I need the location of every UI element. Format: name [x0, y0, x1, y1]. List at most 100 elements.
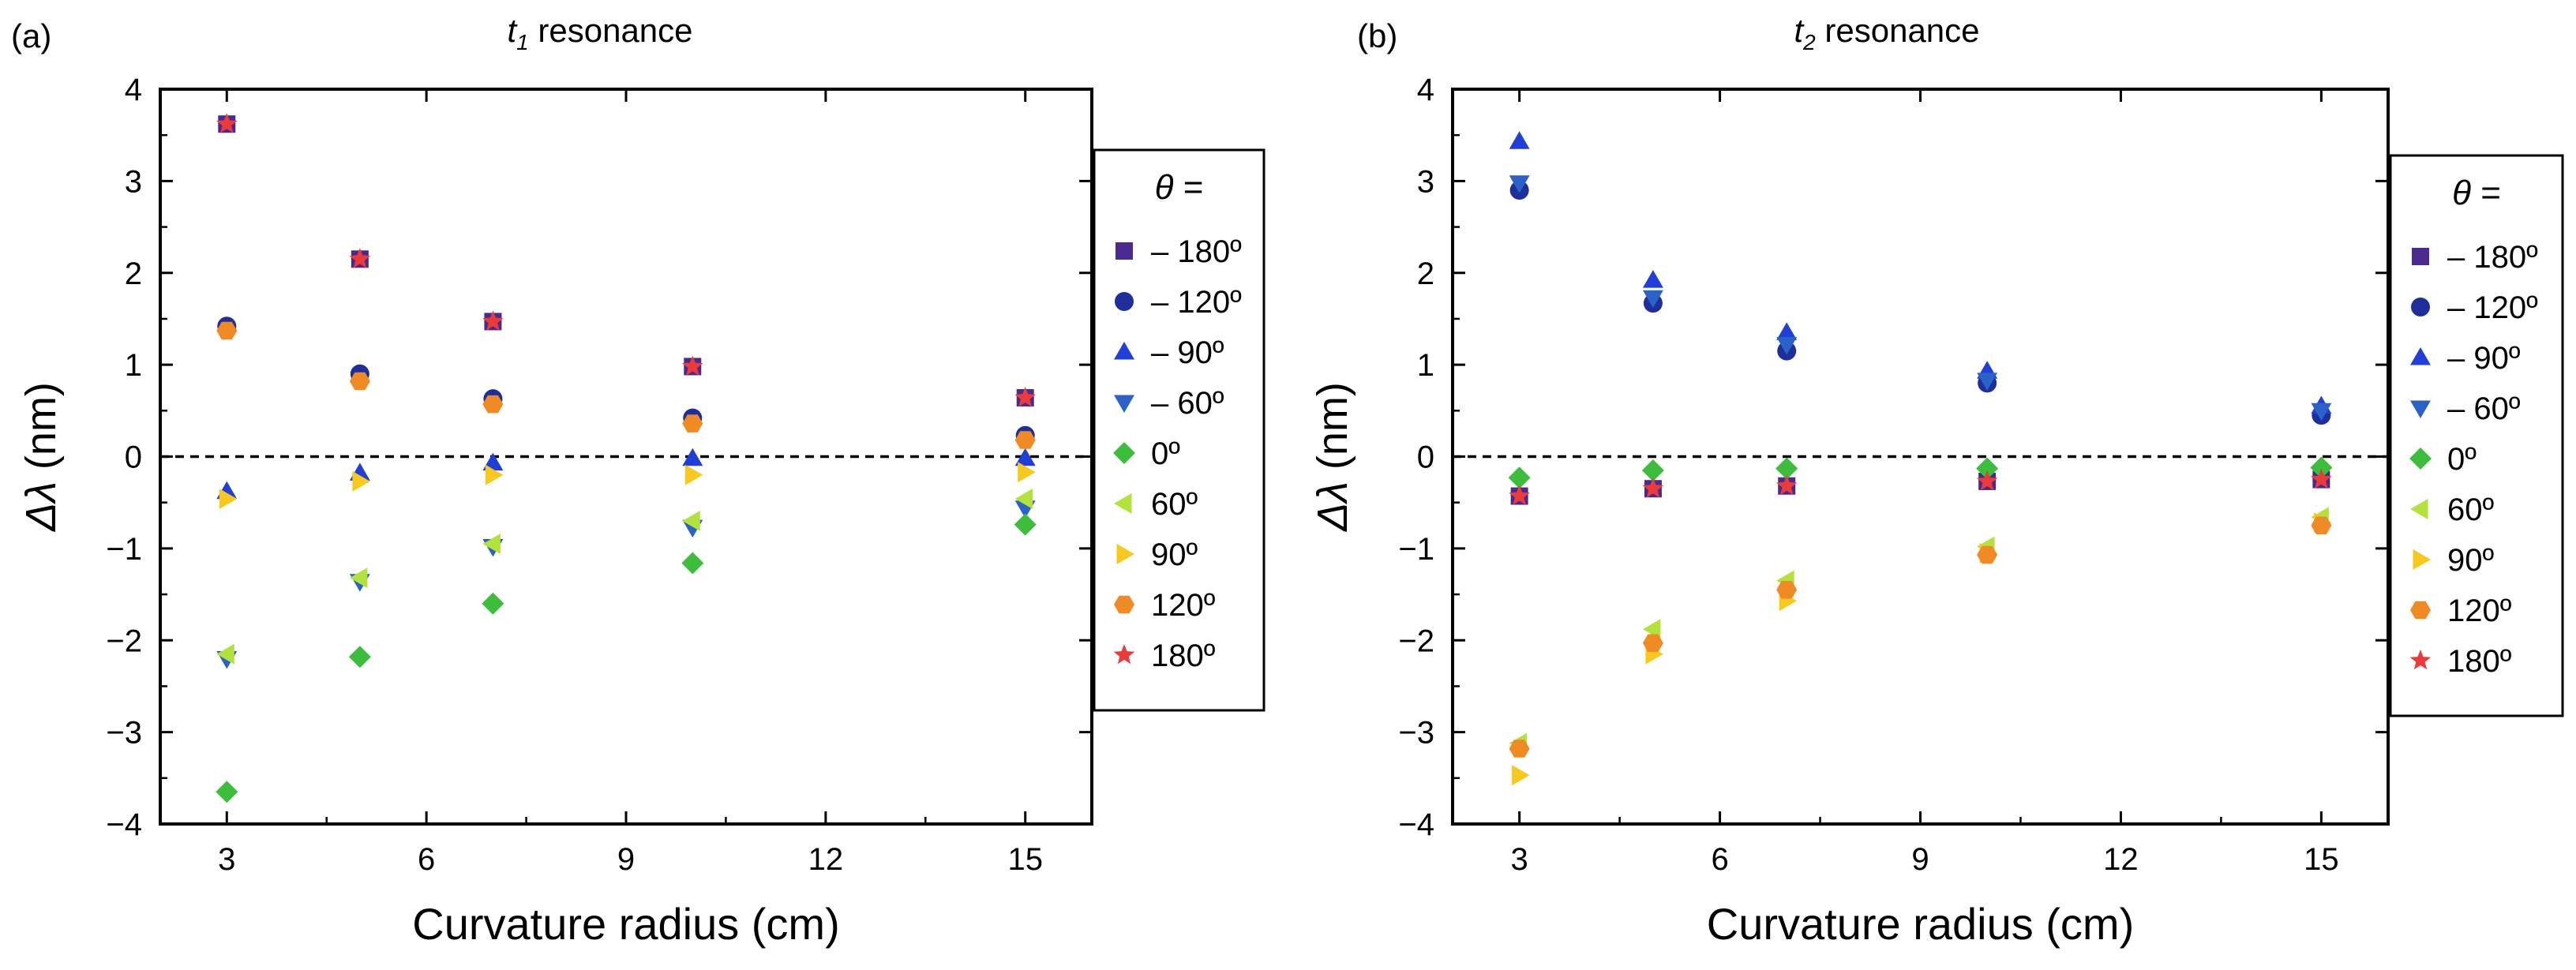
legend-label: – 60º	[2447, 391, 2521, 426]
y-tick-label: 4	[1417, 73, 1434, 107]
legend-label: 0º	[2447, 442, 2477, 477]
legend-title: θ =	[2452, 174, 2501, 212]
x-tick-label: 9	[617, 842, 635, 877]
data-point-star	[1509, 485, 1530, 505]
data-point-triangle-right	[684, 464, 703, 485]
data-point-triangle-up	[482, 452, 504, 471]
legend: θ = – 180º – 120º – 90º – 60º 0º 60º 90º 120º 180…	[2389, 154, 2564, 717]
data-point-hexagon	[1642, 634, 1663, 652]
data-point-star	[682, 355, 703, 376]
data-point-diamond	[216, 781, 238, 803]
data-point-triangle-down	[1642, 290, 1663, 309]
data-point-diamond	[348, 646, 371, 669]
x-axis-label: Curvature radius (cm)	[412, 899, 839, 949]
x-tick-label: 6	[418, 842, 435, 877]
data-point-star	[1775, 474, 1798, 496]
data-point-star	[2311, 468, 2332, 489]
data-point-diamond	[1641, 459, 1664, 481]
legend-label: – 90º	[1151, 335, 1224, 370]
data-point-star	[1014, 387, 1036, 407]
legend-label: 90º	[2447, 543, 2494, 578]
data-point-triangle-up	[1509, 131, 1530, 149]
y-tick-label: 0	[125, 440, 142, 475]
data-point-triangle-left	[216, 643, 234, 665]
legend-label: – 60º	[1151, 386, 1224, 421]
legend-marker-hexagon	[1114, 595, 1134, 614]
legend-label: – 120º	[1151, 285, 1242, 320]
data-point-triangle-left	[682, 511, 700, 531]
data-point-triangle-down	[1977, 373, 1998, 391]
data-point-diamond	[681, 552, 704, 575]
legend-marker-circle	[1115, 292, 1134, 311]
legend-marker-triangle-right	[2413, 549, 2431, 570]
y-tick-label: 1	[125, 348, 142, 383]
y-tick-label: 3	[1417, 164, 1434, 199]
y-tick-label: −4	[1398, 807, 1434, 842]
legend-title: θ =	[1155, 168, 1204, 207]
data-point-hexagon	[1509, 740, 1530, 758]
y-axis-label: Δλ (nm)	[1309, 382, 1356, 533]
legend-marker-triangle-left	[1114, 493, 1132, 514]
chart-title: t1 resonance	[507, 12, 692, 54]
data-point-triangle-right	[485, 464, 504, 485]
y-tick-label: 2	[125, 257, 142, 291]
legend-marker-triangle-right	[1116, 544, 1134, 564]
x-axis-label: Curvature radius (cm)	[1707, 899, 2134, 949]
y-tick-label: 4	[125, 73, 142, 107]
data-point-diamond	[482, 592, 504, 615]
y-tick-label: −2	[1398, 624, 1434, 658]
data-point-hexagon	[349, 372, 370, 391]
data-point-hexagon	[1014, 431, 1036, 449]
data-point-triangle-down	[2311, 403, 2332, 421]
legend-label: – 180º	[2447, 240, 2538, 275]
y-tick-label: 2	[1417, 257, 1434, 291]
panel-label: (a)	[11, 17, 51, 54]
legend-marker-square	[2412, 248, 2429, 265]
y-tick-label: 0	[1417, 440, 1434, 475]
legend-label: 180º	[2447, 644, 2512, 679]
data-point-triangle-up	[1642, 270, 1663, 288]
legend-label: 120º	[2447, 594, 2512, 628]
data-point-triangle-up	[1014, 448, 1036, 466]
legend-marker-triangle-down	[2410, 400, 2431, 418]
x-tick-label: 3	[1511, 842, 1528, 877]
data-point-diamond	[1508, 466, 1531, 489]
y-tick-label: −4	[106, 807, 142, 842]
x-tick-label: 9	[1911, 842, 1929, 877]
data-point-hexagon	[1776, 581, 1798, 599]
y-axis-label: Δλ (nm)	[17, 382, 65, 533]
data-point-triangle-left	[1014, 489, 1033, 509]
data-point-triangle-up	[682, 448, 703, 466]
data-point-hexagon	[1977, 545, 1998, 564]
legend-label: – 120º	[2447, 290, 2538, 325]
data-point-star	[1976, 470, 1998, 491]
data-point-triangle-right	[219, 489, 238, 509]
data-point-hexagon	[682, 414, 703, 433]
data-point-hexagon	[216, 321, 238, 340]
data-points	[1508, 131, 2333, 786]
x-tick-label: 15	[2304, 842, 2339, 877]
y-tick-label: −1	[106, 532, 142, 567]
legend-marker-star	[1113, 644, 1135, 665]
data-point-triangle-left	[482, 534, 501, 554]
legend-marker-triangle-left	[2410, 499, 2428, 519]
y-tick-label: 1	[1417, 348, 1434, 383]
data-point-triangle-down	[1776, 337, 1798, 355]
y-tick-label: −2	[106, 624, 142, 658]
x-tick-label: 12	[2103, 842, 2139, 877]
legend-marker-triangle-up	[1114, 342, 1134, 360]
y-tick-label: −3	[1398, 716, 1434, 751]
legend-marker-triangle-down	[1114, 395, 1134, 413]
legend-label: 60º	[2447, 492, 2494, 527]
x-tick-label: 12	[808, 842, 844, 877]
legend-label: 60º	[1151, 487, 1198, 522]
legend-marker-square	[1116, 242, 1133, 260]
data-point-triangle-up	[1776, 322, 1798, 340]
data-point-triangle-right	[1512, 765, 1530, 786]
legend: θ = – 180º – 120º – 90º – 60º 0º 60º 90º 120º 180…	[1093, 148, 1266, 712]
x-tick-label: 3	[218, 842, 235, 877]
x-tick-label: 6	[1711, 842, 1728, 877]
legend-marker-diamond	[2409, 448, 2432, 470]
